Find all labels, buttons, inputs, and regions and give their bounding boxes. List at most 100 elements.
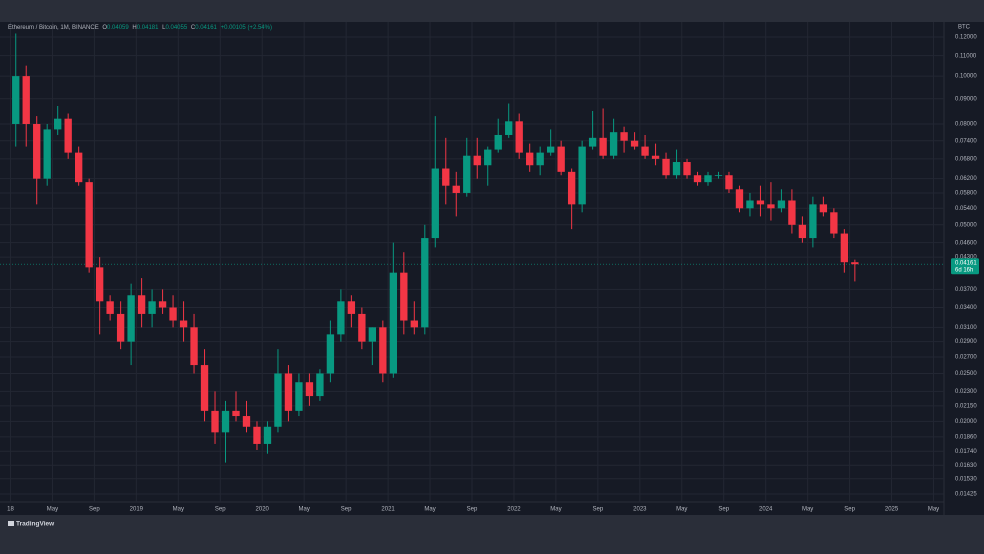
currency-label: BTC bbox=[958, 25, 971, 31]
low-value: 0.04055 bbox=[165, 25, 187, 31]
candle-body bbox=[232, 410, 240, 417]
candle-body bbox=[295, 382, 303, 411]
candle-body bbox=[505, 121, 513, 135]
candle-body bbox=[106, 301, 114, 314]
candle-body bbox=[494, 134, 502, 150]
high-value: 0.04181 bbox=[137, 25, 159, 31]
candle-body bbox=[284, 373, 293, 411]
candle-body bbox=[452, 185, 460, 193]
y-tick-label: 0.03700 bbox=[955, 287, 977, 293]
y-tick-label: 0.01630 bbox=[955, 463, 977, 469]
high-label: H bbox=[132, 25, 136, 31]
y-tick-label: 0.07400 bbox=[955, 138, 977, 144]
candle-body bbox=[830, 212, 838, 234]
x-tick-label: Sep bbox=[844, 507, 855, 513]
y-tick-label: 0.06200 bbox=[955, 176, 977, 182]
plot-background bbox=[0, 22, 984, 515]
candle-body bbox=[337, 301, 345, 335]
candle-body bbox=[714, 175, 723, 177]
candle-body bbox=[641, 146, 649, 156]
candle-body bbox=[347, 301, 356, 314]
candle-body bbox=[630, 140, 639, 147]
x-tick-label: May bbox=[928, 507, 939, 513]
last-price-tag bbox=[951, 258, 979, 275]
y-tick-label: 0.05000 bbox=[955, 222, 977, 228]
candle-body bbox=[788, 200, 796, 225]
x-tick-label: May bbox=[299, 507, 310, 513]
x-tick-label: May bbox=[802, 507, 813, 513]
y-tick-label: 0.02150 bbox=[955, 403, 977, 409]
candle-body bbox=[463, 155, 471, 193]
y-tick-label: 0.09000 bbox=[955, 96, 977, 102]
y-tick-label: 0.02500 bbox=[955, 371, 977, 377]
candle-body bbox=[431, 168, 439, 239]
y-tick-label: 0.03400 bbox=[955, 305, 977, 311]
x-tick-label: May bbox=[424, 507, 435, 513]
candle-body bbox=[515, 121, 523, 153]
candle-body bbox=[137, 295, 146, 314]
candle-body bbox=[546, 146, 555, 153]
legend-header: Ethereum / Bitcoin, 1M, BINANCE O0.04059… bbox=[8, 25, 272, 31]
candle-body bbox=[588, 137, 597, 147]
candle-body bbox=[725, 175, 733, 190]
candle-body bbox=[116, 313, 125, 342]
x-tick-label: 2019 bbox=[130, 507, 144, 513]
candle-body bbox=[756, 200, 765, 205]
candle-body bbox=[840, 233, 849, 263]
candle-body bbox=[851, 262, 859, 265]
candle-body bbox=[253, 426, 261, 444]
candle-body bbox=[316, 373, 324, 397]
candle-body bbox=[400, 272, 408, 321]
candle-body bbox=[421, 238, 429, 328]
y-tick-label: 0.02700 bbox=[955, 355, 977, 361]
y-tick-label: 0.01425 bbox=[955, 492, 977, 498]
close-value: 0.04161 bbox=[195, 25, 217, 31]
candle-body bbox=[274, 373, 282, 427]
labels: BTC Ethereum / Bitcoin, 1M, BINANCE O0.0… bbox=[7, 25, 979, 528]
x-tick-label: 2021 bbox=[381, 507, 395, 513]
countdown-label: 6d 16h bbox=[955, 267, 973, 273]
y-tick-label: 0.03100 bbox=[955, 325, 977, 331]
candle-body bbox=[33, 123, 41, 179]
candle-body bbox=[85, 182, 93, 268]
candle-body bbox=[683, 162, 691, 176]
x-tick-label: Sep bbox=[89, 507, 100, 513]
brand-name: TradingView bbox=[16, 521, 55, 528]
candle-body bbox=[536, 152, 544, 166]
candle-body bbox=[64, 118, 72, 153]
brand-logo: TradingView bbox=[8, 521, 55, 528]
candle-body bbox=[368, 327, 377, 342]
y-tick-label: 0.08000 bbox=[955, 122, 977, 128]
y-tick-label: 0.04600 bbox=[955, 240, 977, 246]
y-tick-label: 0.04300 bbox=[955, 255, 977, 261]
open-value: 0.04059 bbox=[107, 25, 129, 31]
x-tick-label: May bbox=[47, 507, 58, 513]
x-tick-label: 2023 bbox=[633, 507, 647, 513]
candle-body bbox=[777, 200, 786, 209]
candle-body bbox=[127, 295, 135, 342]
y-tick-label: 0.06800 bbox=[955, 156, 977, 162]
x-tick-label: Sep bbox=[215, 507, 226, 513]
candle-body bbox=[200, 365, 209, 411]
symbol-title: Ethereum / Bitcoin, 1M, BINANCE bbox=[8, 25, 99, 31]
candle-body bbox=[190, 327, 198, 366]
candle-body bbox=[809, 204, 817, 239]
candle-body bbox=[12, 76, 20, 124]
candle-body bbox=[442, 168, 450, 186]
candle-body bbox=[263, 426, 272, 444]
y-tick-label: 0.01860 bbox=[955, 434, 977, 440]
y-tick-label: 0.02900 bbox=[955, 339, 977, 345]
candle-body bbox=[672, 162, 681, 176]
candle-body bbox=[179, 320, 188, 328]
candle-body bbox=[578, 146, 586, 205]
candle-body bbox=[557, 146, 565, 172]
x-tick-label: Sep bbox=[718, 507, 729, 513]
candle-body bbox=[620, 132, 628, 141]
y-tick-label: 0.01740 bbox=[955, 449, 977, 455]
candle-body bbox=[221, 410, 230, 433]
candle-body bbox=[211, 410, 219, 433]
close-label: C bbox=[191, 25, 196, 31]
y-tick-label: 0.05800 bbox=[955, 191, 977, 197]
